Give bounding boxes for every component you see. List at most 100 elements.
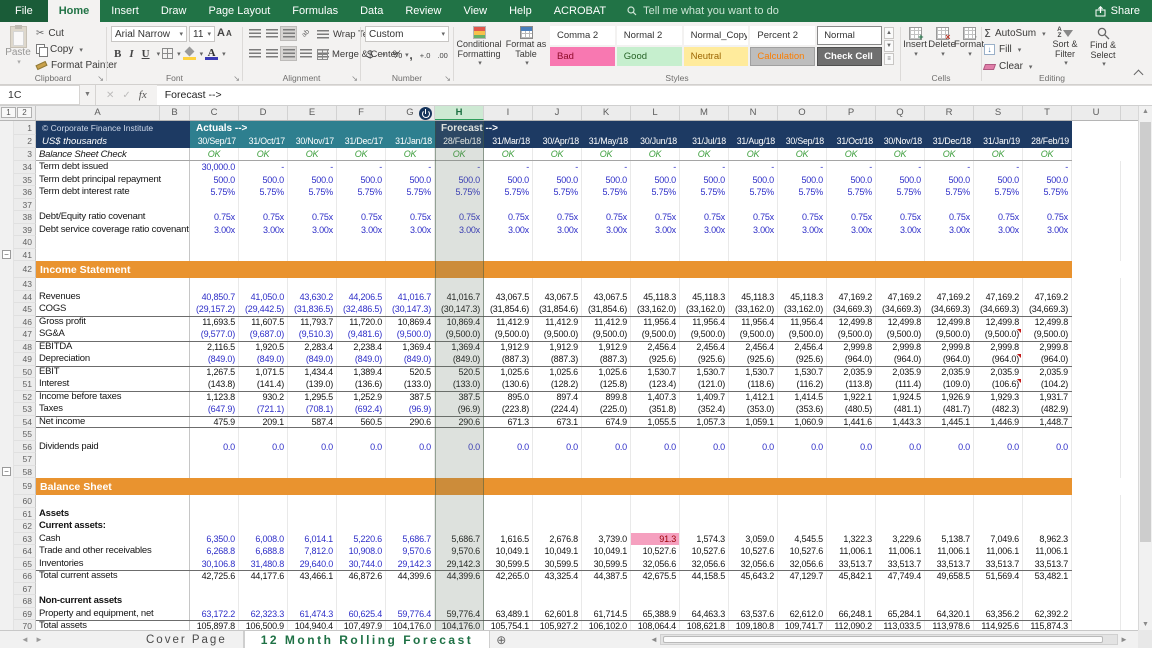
cell[interactable]	[239, 595, 288, 608]
cell[interactable]	[974, 465, 1023, 478]
cell[interactable]: -	[631, 161, 680, 174]
cell[interactable]: -	[239, 161, 288, 174]
cell[interactable]	[533, 428, 582, 441]
cell[interactable]: 500.0	[631, 173, 680, 186]
cell[interactable]: 45,118.3	[778, 290, 827, 303]
cell[interactable]: 12,499.8	[1023, 315, 1072, 328]
cell[interactable]: 2,456.4	[631, 340, 680, 353]
cell[interactable]: 0.75x	[974, 211, 1023, 224]
cell[interactable]: 43,325.4	[533, 570, 582, 583]
date-cell[interactable]: 31/Jan/18	[386, 135, 435, 148]
cell[interactable]	[1072, 353, 1121, 366]
cell[interactable]: 3.00x	[533, 223, 582, 236]
cell[interactable]	[435, 595, 484, 608]
shrink-font-button[interactable]: A	[225, 28, 232, 38]
cell[interactable]	[729, 520, 778, 533]
cell[interactable]: 1,616.5	[484, 532, 533, 545]
cell[interactable]	[631, 428, 680, 441]
cell[interactable]	[631, 507, 680, 520]
formula-input[interactable]: Forecast -->	[156, 85, 1152, 105]
cell[interactable]: 11,607.5	[239, 315, 288, 328]
cell[interactable]: 1,912.9	[484, 340, 533, 353]
cell[interactable]: (964.0)	[876, 353, 925, 366]
cell[interactable]: 500.0	[925, 173, 974, 186]
gallery-down-button[interactable]: ▼	[884, 40, 894, 52]
cell[interactable]: 109,180.8	[729, 620, 778, 630]
cell[interactable]	[582, 595, 631, 608]
cell[interactable]	[631, 278, 680, 291]
cell[interactable]	[925, 198, 974, 211]
cell[interactable]: (708.1)	[288, 403, 337, 416]
cell[interactable]: (9,500.0)	[974, 328, 1023, 341]
cell[interactable]	[729, 507, 778, 520]
cell[interactable]: (113.8)	[827, 378, 876, 391]
cell[interactable]: 5,686.7	[435, 532, 484, 545]
cell[interactable]: 47,169.2	[1023, 290, 1072, 303]
increase-decimal-button[interactable]: +.0	[419, 50, 431, 60]
cell[interactable]	[1072, 507, 1121, 520]
cell[interactable]: (116.2)	[778, 378, 827, 391]
cell[interactable]: 9,570.6	[386, 545, 435, 558]
outline-level-1-button[interactable]: 1	[1, 107, 16, 118]
cell[interactable]	[974, 520, 1023, 533]
cell[interactable]	[876, 236, 925, 249]
cell[interactable]	[1072, 570, 1121, 583]
cell[interactable]: (9,577.0)	[190, 328, 239, 341]
cell[interactable]: 1,931.7	[1023, 390, 1072, 403]
cell[interactable]	[337, 520, 386, 533]
cell[interactable]	[729, 248, 778, 261]
cell[interactable]: 12,499.8	[827, 315, 876, 328]
cell[interactable]	[337, 236, 386, 249]
font-dialog-launcher[interactable]: ↘	[233, 74, 240, 83]
row-header-69[interactable]: 69	[14, 607, 36, 620]
cell[interactable]	[1072, 453, 1121, 466]
row-header-1[interactable]: 1	[14, 121, 36, 135]
cell[interactable]	[190, 236, 239, 249]
cell[interactable]: (34,669.3)	[876, 303, 925, 316]
cell[interactable]: 1,922.1	[827, 390, 876, 403]
cell[interactable]: 1,055.5	[631, 415, 680, 428]
cell[interactable]: (29,442.5)	[239, 303, 288, 316]
cell[interactable]	[827, 582, 876, 595]
cell[interactable]	[827, 278, 876, 291]
cell[interactable]: 105,927.2	[533, 620, 582, 630]
cell[interactable]: 7,812.0	[288, 545, 337, 558]
cell[interactable]	[1072, 428, 1121, 441]
align-bottom-button[interactable]	[280, 26, 297, 41]
cell-style-normal-2[interactable]: Normal 2	[616, 26, 682, 45]
cell[interactable]: 1,530.7	[680, 365, 729, 378]
cell[interactable]: 11,720.0	[337, 315, 386, 328]
cell[interactable]	[778, 278, 827, 291]
cell[interactable]: 0.75x	[925, 211, 974, 224]
cell[interactable]: -	[1023, 161, 1072, 174]
tab-home[interactable]: Home	[47, 0, 101, 22]
cell[interactable]	[435, 278, 484, 291]
cell[interactable]	[1072, 520, 1121, 533]
hscroll-left-arrow[interactable]: ◄	[650, 634, 658, 644]
cell[interactable]	[288, 198, 337, 211]
cell[interactable]	[1072, 198, 1121, 211]
cell[interactable]: 0.0	[533, 440, 582, 453]
cell[interactable]	[484, 507, 533, 520]
cell[interactable]: -	[925, 161, 974, 174]
cell[interactable]	[925, 582, 974, 595]
cell[interactable]: (143.8)	[190, 378, 239, 391]
check-cell[interactable]: OK	[582, 148, 631, 161]
cell-style-good[interactable]: Good	[616, 47, 682, 66]
cell[interactable]: (9,500.0)	[533, 328, 582, 341]
cell[interactable]: (136.6)	[337, 378, 386, 391]
cell[interactable]	[827, 520, 876, 533]
cell[interactable]: 0.75x	[533, 211, 582, 224]
cell[interactable]: 500.0	[876, 173, 925, 186]
cell[interactable]: (224.4)	[533, 403, 582, 416]
cell[interactable]: 47,169.2	[876, 290, 925, 303]
cell[interactable]	[435, 520, 484, 533]
cell[interactable]: 10,527.6	[729, 545, 778, 558]
cell[interactable]: (125.8)	[582, 378, 631, 391]
cell[interactable]: (9,500.0)	[386, 328, 435, 341]
cell[interactable]: 3.00x	[631, 223, 680, 236]
cell[interactable]: 0.75x	[729, 211, 778, 224]
cell[interactable]: 1,445.1	[925, 415, 974, 428]
cell[interactable]	[827, 453, 876, 466]
cell[interactable]	[337, 582, 386, 595]
